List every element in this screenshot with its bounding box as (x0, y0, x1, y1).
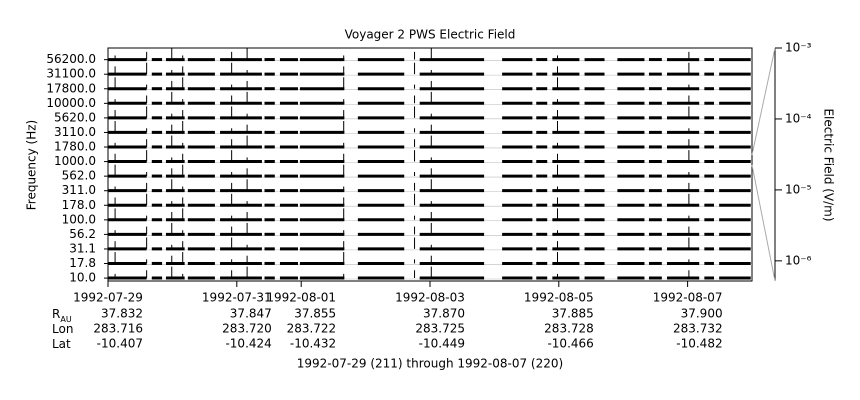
ephemeris-value: 283.716 (93, 322, 143, 336)
ephemeris-value: 37.847 (230, 307, 272, 321)
ephemeris-label: Lon (52, 322, 73, 336)
y2-tick-label: 10⁻⁴ (785, 111, 812, 125)
ephemeris-value: 37.900 (681, 307, 723, 321)
y-tick-label: 56.2 (69, 227, 96, 241)
y-tick-label: 100.0 (62, 212, 96, 226)
ephemeris-label: Lat (52, 337, 71, 351)
y-tick-label: 3110.0 (54, 125, 96, 139)
y-tick-label: 311.0 (62, 183, 96, 197)
ephemeris-value: 37.855 (294, 307, 336, 321)
ephemeris-value: 37.832 (101, 307, 143, 321)
y2-axis-title: Electric Field (V/m) (822, 108, 836, 221)
ephemeris-value: 283.725 (415, 322, 465, 336)
y-axis-title: Frequency (Hz) (25, 120, 39, 211)
y-tick-label: 56200.0 (46, 52, 96, 66)
x-tick-label: 1992-08-07 (653, 291, 723, 305)
y2-tick-label: 10⁻⁵ (785, 182, 812, 196)
y-tick-label: 31.1 (69, 241, 96, 255)
x-tick-label: 1992-08-03 (395, 291, 465, 305)
ephemeris-value: 283.732 (673, 322, 723, 336)
x-tick-label: 1992-07-29 (73, 291, 143, 305)
y-tick-label: 178.0 (62, 198, 96, 212)
y-tick-label: 31100.0 (46, 67, 96, 81)
ephemeris-value: -10.466 (547, 337, 593, 351)
ephemeris-value: 283.728 (544, 322, 594, 336)
y-tick-label: 1780.0 (54, 140, 96, 154)
ephemeris-value: -10.424 (225, 337, 271, 351)
y-tick-label: 1000.0 (54, 154, 96, 168)
footer: 1992-07-29 (211) through 1992-08-07 (220… (297, 357, 563, 371)
x-tick-label: 1992-08-01 (266, 291, 336, 305)
y-tick-label: 17800.0 (46, 81, 96, 95)
x-tick-label: 1992-07-31 (202, 291, 272, 305)
ephemeris-label-text: Lon (52, 322, 73, 336)
plot-frame (107, 47, 753, 282)
ephemeris-value: 283.720 (222, 322, 272, 336)
y-tick-label: 10000.0 (46, 96, 96, 110)
ephemeris-value: -10.432 (290, 337, 336, 351)
y-tick-label: 5620.0 (54, 110, 96, 124)
ephemeris-value: 283.722 (287, 322, 337, 336)
ephemeris-label-text: Lat (52, 337, 71, 351)
chart-title: Voyager 2 PWS Electric Field (345, 28, 516, 42)
scale-connector (751, 164, 776, 282)
y-tick-label: 562.0 (62, 169, 96, 183)
scale-connector (751, 47, 776, 156)
ephemeris-label-text: R (52, 307, 60, 321)
ephemeris-value: 37.885 (552, 307, 594, 321)
ephemeris-label-subscript: AU (60, 315, 71, 324)
ephemeris-value: 37.870 (423, 307, 465, 321)
ephemeris-value: -10.449 (419, 337, 465, 351)
ephemeris-value: -10.407 (97, 337, 143, 351)
ephemeris-label: RAU (52, 307, 72, 324)
y-tick-label: 10.0 (69, 271, 96, 285)
x-tick-label: 1992-08-05 (524, 291, 594, 305)
ephemeris-value: -10.482 (676, 337, 722, 351)
y2-tick-label: 10⁻⁶ (785, 253, 812, 267)
y-tick-label: 17.8 (69, 256, 96, 270)
y2-tick-label: 10⁻³ (785, 41, 812, 55)
